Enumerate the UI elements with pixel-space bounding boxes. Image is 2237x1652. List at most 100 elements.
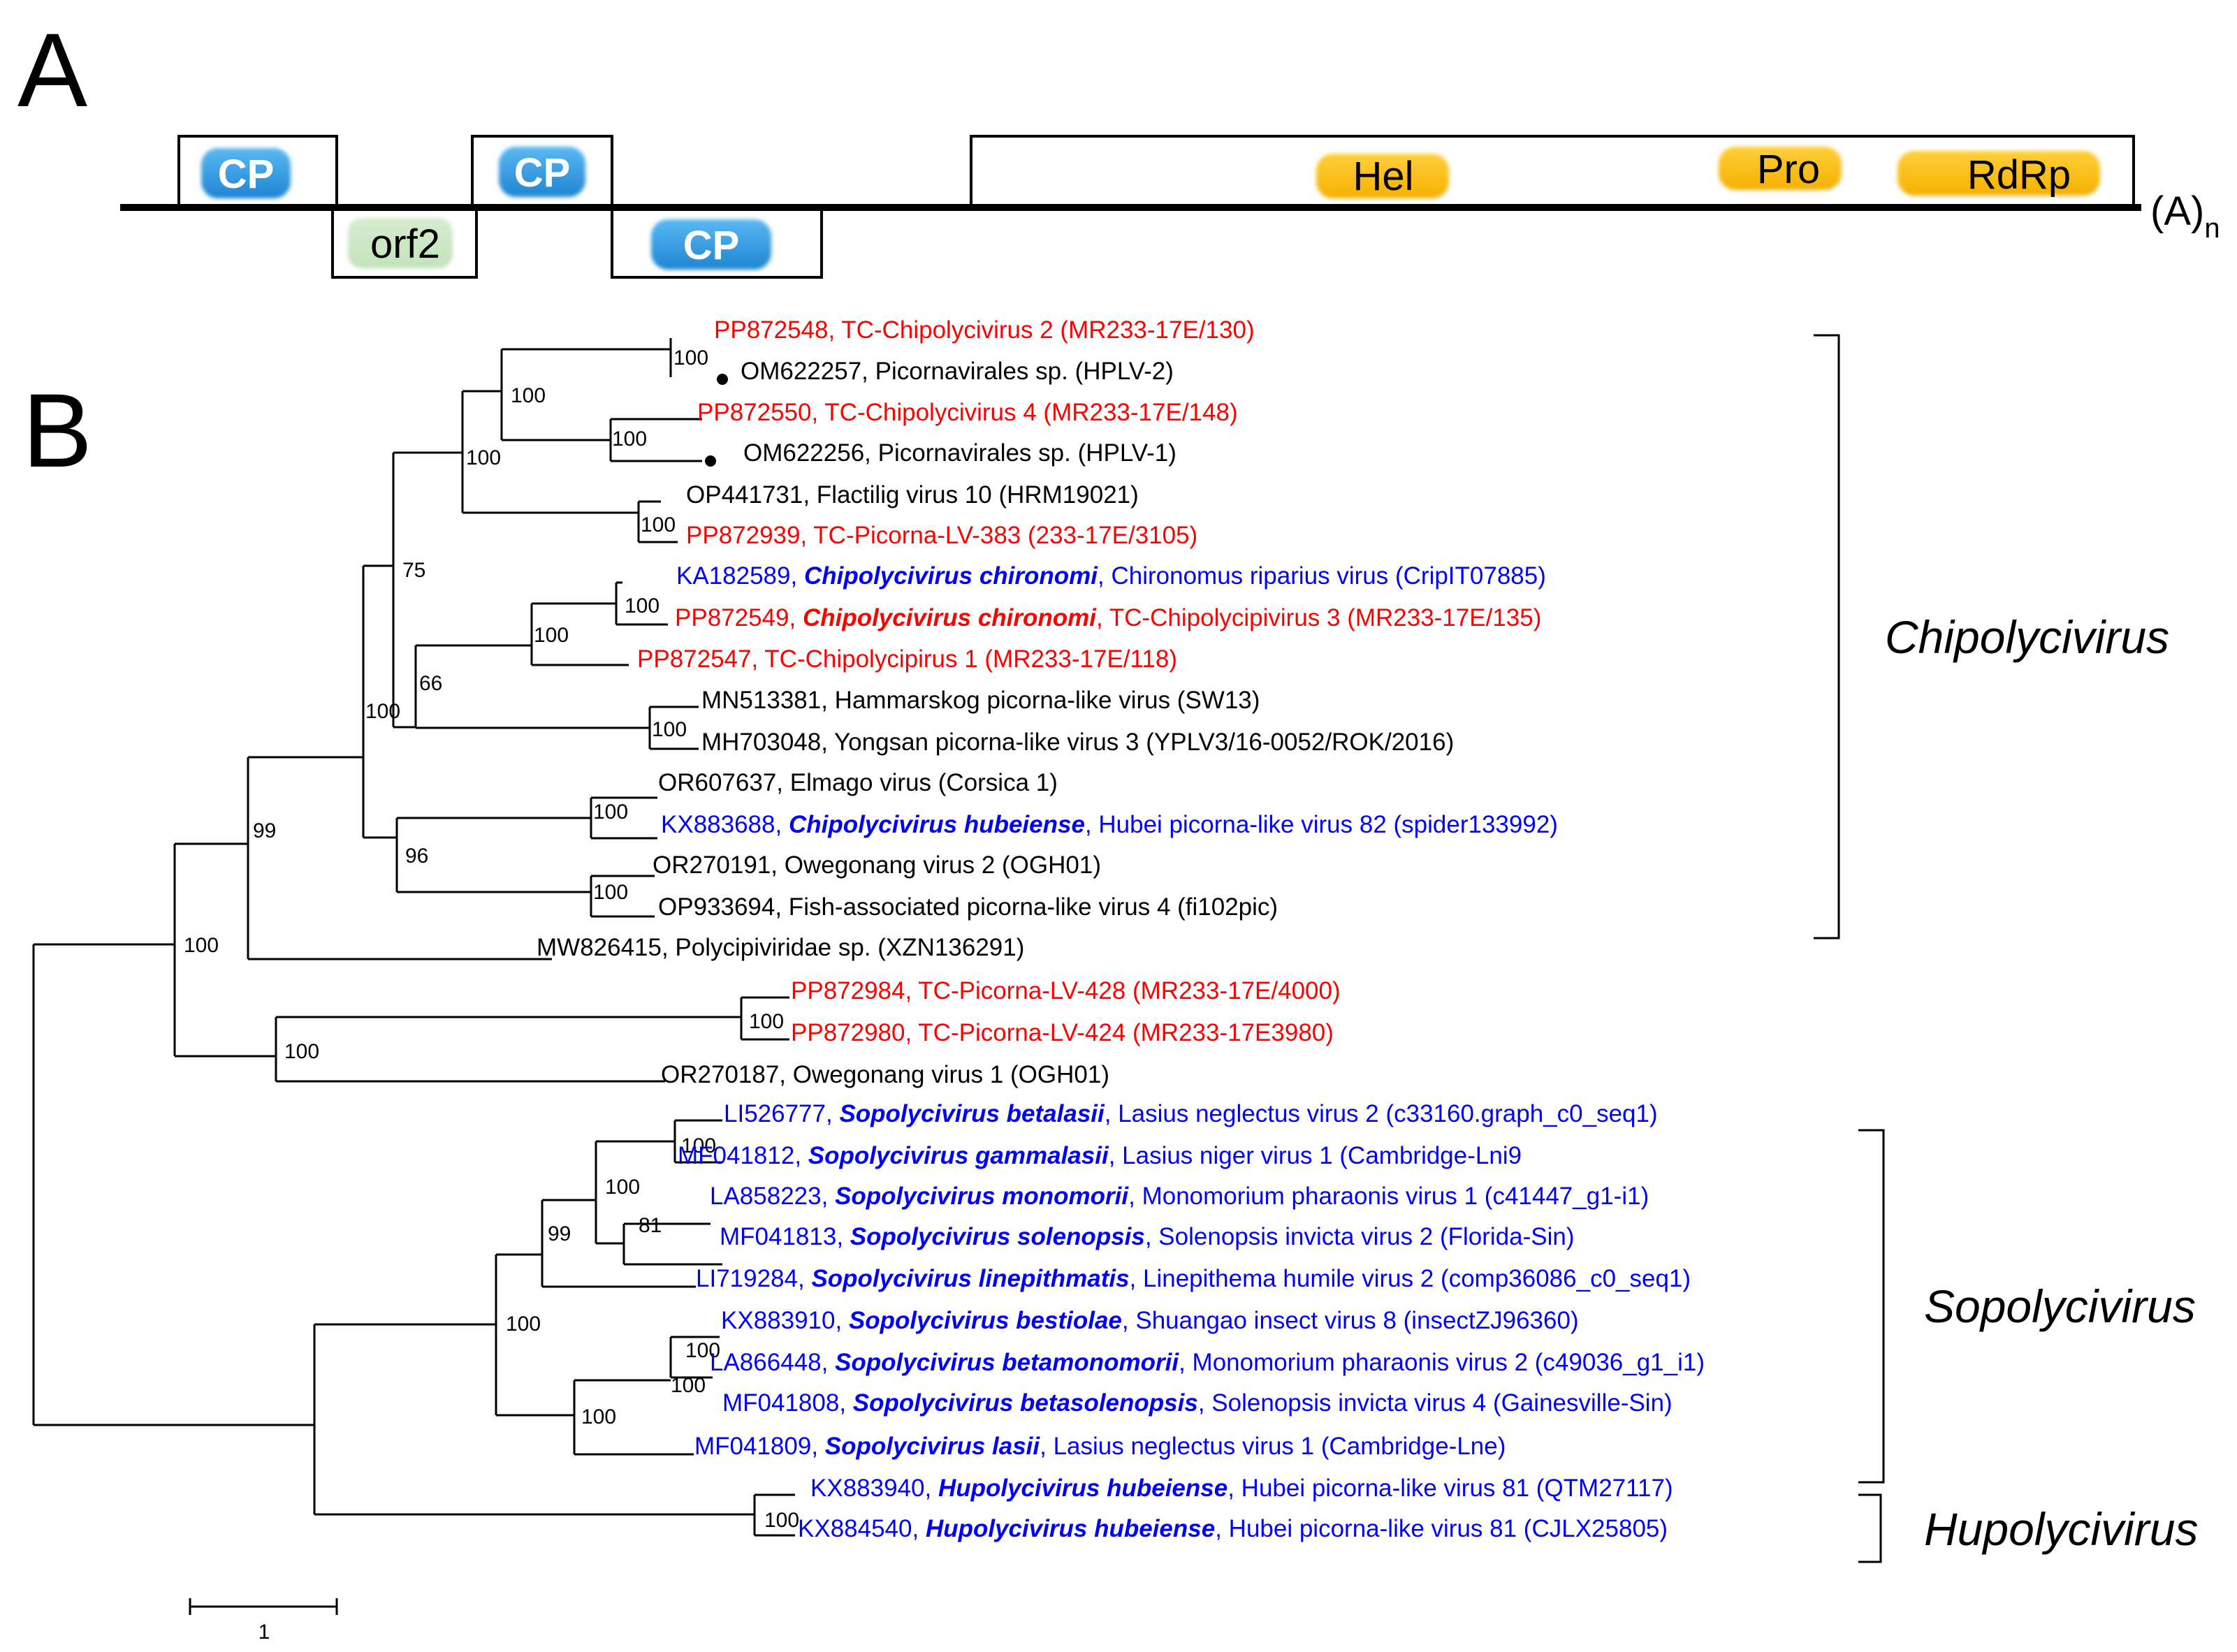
taxon-label-text: PP872548, TC-Chipolycivirus 2 (MR233-17E… (714, 316, 1255, 344)
taxon-labels: PP872548, TC-Chipolycivirus 2 (MR233-17E… (537, 316, 1705, 1542)
taxon-label-text: OP441731, Flactilig virus 10 (HRM19021) (686, 481, 1139, 509)
domain-rdrp: RdRp (1897, 151, 2100, 198)
domain-cp1-label: CP (218, 152, 275, 197)
taxon-label-text: , Lasius neglectus virus 1 (Cambridge-Ln… (1040, 1433, 1506, 1460)
taxon-species-name: Hupolycivirus hubeiense (938, 1475, 1227, 1502)
taxon-label: OP933694, Fish-associated picorna-like v… (658, 893, 1278, 921)
taxon-label-text: OR607637, Elmago virus (Corsica 1) (658, 769, 1058, 796)
taxon-species-name: Sopolycivirus monomorii (835, 1183, 1129, 1210)
taxon-species-name: Sopolycivirus betasolenopsis (853, 1389, 1198, 1417)
bootstrap-value: 100 (652, 718, 687, 741)
taxon-label: OR270191, Owegonang virus 2 (OGH01) (653, 851, 1101, 879)
domain-cp2-shape (499, 147, 585, 197)
domain-rdrp-shape (1897, 151, 2100, 196)
taxon-label-text: , Chironomus riparius virus (CripIT07885… (1098, 562, 1546, 590)
bootstrap-value: 99 (253, 819, 276, 842)
taxon-label: MH703048, Yongsan picorna-like virus 3 (… (701, 729, 1454, 756)
bootstrap-value: 75 (402, 559, 425, 582)
taxon-species-name: Sopolycivirus linepithmatis (811, 1265, 1129, 1292)
taxon-species-name: Chipolycivirus chironomi (804, 562, 1098, 590)
taxon-label-text: PP872980, TC-Picorna-LV-424 (MR233-17E39… (791, 1019, 1334, 1046)
bootstrap-value: 81 (639, 1214, 662, 1237)
domain-cp1-shape (201, 148, 291, 198)
taxon-label: KX884540, Hupolycivirus hubeiense, Hubei… (798, 1515, 1668, 1542)
domain-cp2-label: CP (514, 150, 571, 196)
bootstrap-value: 100 (625, 594, 660, 617)
taxon-label: OR607637, Elmago virus (Corsica 1) (658, 769, 1058, 796)
taxon-label-text: KA182589, (676, 562, 804, 590)
taxon-label: KX883940, Hupolycivirus hubeiense, Hubei… (810, 1475, 1673, 1502)
taxon-label-text: OR270187, Owegonang virus 1 (OGH01) (661, 1061, 1109, 1088)
chipolycivirus-bracket (1814, 334, 1840, 940)
taxon-label: PP872549, Chipolycivirus chironomi, TC-C… (675, 604, 1541, 631)
taxon-species-name: Hupolycivirus hubeiense (926, 1515, 1215, 1542)
panel-b-letter: B (22, 372, 92, 489)
bootstrap-value: 100 (506, 1313, 541, 1336)
bootstrap-value: 100 (466, 446, 501, 469)
taxon-label-text: , TC-Chipolycipivirus 3 (MR233-17E/135) (1096, 604, 1541, 631)
taxon-species-name: Sopolycivirus solenopsis (850, 1223, 1145, 1250)
bootstrap-value: 66 (419, 672, 442, 695)
bootstrap-value: 100 (764, 1509, 799, 1532)
taxon-label-text: , Lasius neglectus virus 2 (c33160.graph… (1105, 1100, 1658, 1127)
taxon-label: KX883688, Chipolycivirus hubeiense, Hube… (661, 811, 1558, 838)
taxon-label: MF041808, Sopolycivirus betasolenopsis, … (722, 1389, 1673, 1417)
taxon-label-text: OR270191, Owegonang virus 2 (OGH01) (653, 851, 1101, 879)
domain-hel: Hel (1316, 154, 1449, 199)
bootstrap-value: 100 (184, 934, 219, 957)
taxon-label-text: KX883688, (661, 811, 789, 838)
taxon-label: PP872939, TC-Picorna-LV-383 (233-17E/310… (686, 522, 1197, 549)
taxon-label: MF041809, Sopolycivirus lasii, Lasius ne… (694, 1433, 1506, 1460)
taxon-label: PP872548, TC-Chipolycivirus 2 (MR233-17E… (714, 316, 1255, 344)
taxon-label: OR270187, Owegonang virus 1 (OGH01) (661, 1061, 1109, 1088)
taxon-label-text: LA858223, (710, 1183, 835, 1210)
taxon-species-name: Chipolycivirus hubeiense (789, 811, 1085, 838)
bootstrap-value: 100 (593, 881, 628, 904)
sopolycivirus-bracket (1858, 1129, 1885, 1484)
panel-b: B 100 100 100 100 100 75 100 100 66 100 … (22, 316, 2198, 1644)
taxon-label-text: MF041808, (722, 1389, 853, 1417)
taxon-label: PP872550, TC-Chipolycivirus 4 (MR233-17E… (697, 399, 1238, 426)
taxon-label-text: , Lasius niger virus 1 (Cambridge-Lni9 (1109, 1142, 1522, 1169)
bootstrap-value: 96 (405, 845, 428, 868)
taxon-label-text: MF041812, (678, 1142, 808, 1169)
bootstrap-value: 100 (511, 384, 546, 407)
taxon-label: KX883910, Sopolycivirus bestiolae, Shuan… (721, 1307, 1579, 1334)
bootstrap-value: 100 (612, 427, 647, 451)
bootstrap-value: 100 (673, 346, 708, 370)
taxon-label-text: OP933694, Fish-associated picorna-like v… (658, 893, 1278, 921)
hupolycivirus-bracket (1858, 1493, 1882, 1563)
leaf-marker-dot (705, 455, 716, 467)
domain-pro-shape (1719, 147, 1842, 190)
taxon-species-name: Sopolycivirus betalasii (839, 1100, 1105, 1127)
taxon-label-text: MW826415, Polycipiviridae sp. (XZN136291… (537, 934, 1024, 961)
taxon-species-name: Sopolycivirus betamonomorii (835, 1349, 1179, 1376)
clade-label-chipolycivirus: Chipolycivirus (1885, 611, 2169, 663)
taxon-label-text: OM622256, Picornavirales sp. (HPLV-1) (743, 439, 1176, 467)
bootstrap-value: 100 (593, 801, 628, 824)
panel-a-letter: A (17, 11, 87, 129)
taxon-label: MN513381, Hammarskog picorna-like virus … (701, 687, 1260, 714)
taxon-label-text: LI719284, (696, 1265, 811, 1292)
domain-cp3-label: CP (683, 223, 740, 268)
bootstrap-value: 100 (605, 1176, 640, 1199)
taxon-species-name: Sopolycivirus lasii (825, 1433, 1041, 1460)
domain-rdrp-label: RdRp (1967, 152, 2071, 198)
taxon-label-text: MN513381, Hammarskog picorna-like virus … (701, 687, 1260, 714)
taxon-label-text: , Shuangao insect virus 8 (insectZJ96360… (1122, 1307, 1579, 1334)
taxon-label: MW826415, Polycipiviridae sp. (XZN136291… (537, 934, 1024, 961)
clade-label-sopolycivirus: Sopolycivirus (1924, 1280, 2196, 1332)
bootstrap-value: 100 (641, 513, 676, 536)
taxon-label-text: KX883940, (810, 1475, 938, 1502)
taxon-label-text: , Hubei picorna-like virus 81 (CJLX25805… (1215, 1515, 1668, 1542)
domain-cp2: CP (499, 147, 585, 197)
taxon-label-text: , Hubei picorna-like virus 82 (spider133… (1085, 811, 1558, 838)
taxon-label: OM622256, Picornavirales sp. (HPLV-1) (743, 439, 1176, 467)
taxon-label: PP872984, TC-Picorna-LV-428 (MR233-17E/4… (791, 977, 1341, 1004)
taxon-label-text: , Solenopsis invicta virus 2 (Florida-Si… (1145, 1223, 1575, 1250)
taxon-label: LA858223, Sopolycivirus monomorii, Monom… (710, 1183, 1649, 1210)
domain-pro: Pro (1719, 147, 1842, 192)
poly-a-tail-text: (A) (2150, 189, 2204, 234)
domain-hel-shape (1316, 154, 1449, 198)
